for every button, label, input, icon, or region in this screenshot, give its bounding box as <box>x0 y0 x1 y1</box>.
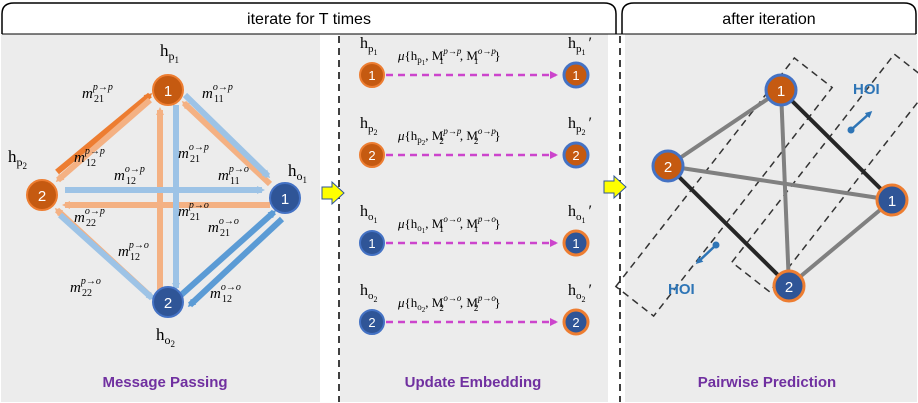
pair-node-p1: 1 <box>764 73 798 107</box>
update-h-left-3: ho1 <box>360 203 378 225</box>
update-h-right-1: hp1′ <box>568 35 592 57</box>
hoi-arrow-bottom <box>695 244 717 265</box>
update-h-left-4: ho2 <box>360 282 378 304</box>
arrow-o1-to-o2 <box>187 216 285 308</box>
message-label-m21oo: mo→o 21 <box>208 216 239 239</box>
update-formula-2: μ{hp2, Mp→p 2, Mo→p 2} <box>397 126 501 147</box>
svg-text:2: 2 <box>572 148 579 163</box>
header-right-title: after iteration <box>722 11 815 28</box>
update-embedding-rows: hp1 μ{hp1, Mp→p 1, Mo→p 1} 1 1 hp1′ hp2 μ{hp2, M… <box>359 35 592 336</box>
message-label-m22po: mp→o 22 <box>70 276 101 299</box>
link-p2-o1 <box>667 164 893 202</box>
pair-node-p2: 2 <box>651 149 685 183</box>
update-h-left-2: hp2 <box>360 115 378 137</box>
node-o1: 1 <box>269 182 301 214</box>
pair-node-o2: 2 <box>772 269 806 303</box>
caption-pairwise-prediction: Pairwise Prediction <box>698 374 836 391</box>
pairwise-graph: HOI HOI 1 2 1 2 <box>614 53 918 318</box>
message-label-m12pp: mp→p 12 <box>74 146 105 169</box>
label-h-o1: ho1 <box>288 161 307 185</box>
pair-node-o1: 1 <box>875 183 909 217</box>
header-left-title: iterate for T times <box>247 11 371 28</box>
update-h-right-2: hp2′ <box>568 115 592 137</box>
node-p1: 1 <box>152 74 184 106</box>
message-label-m11op: mo→p 11 <box>202 82 233 105</box>
update-row-4: ho2 μ{ho2, Mo→o 2, Mp→o 2} 2 2 ho2′ <box>359 282 592 336</box>
arrow-p1-to-p2 <box>55 97 152 183</box>
message-label-m22op: mo→p 22 <box>74 206 105 229</box>
panel-bg-update <box>340 34 608 402</box>
svg-text:1: 1 <box>368 236 375 251</box>
svg-text:2: 2 <box>785 279 793 296</box>
update-node-right-3 <box>562 229 590 257</box>
update-row-2: hp2 μ{hp2, Mp→p 2, Mo→p 2} 2 2 hp2′ <box>359 115 592 169</box>
update-node-left-3 <box>359 230 385 256</box>
message-label-m11po: mp→o 11 <box>218 164 249 187</box>
caption-message-passing: Message Passing <box>102 374 227 391</box>
svg-text:1: 1 <box>572 68 579 83</box>
message-label-m12op: mo→p 12 <box>114 164 145 187</box>
update-row-1: hp1 μ{hp1, Mp→p 1, Mo→p 1} 1 1 hp1′ <box>359 35 592 89</box>
svg-text:2: 2 <box>368 315 375 330</box>
transition-arrow-1 <box>321 180 345 206</box>
update-formula-3: μ{ho1, Mo→o 1, Mp→o 1} <box>397 214 501 235</box>
link-p1-o2 <box>779 89 791 287</box>
message-label-m21pp: mp→p 21 <box>82 82 113 105</box>
arrow-o2-to-o1 <box>178 209 277 299</box>
hoi-box-right <box>730 53 918 293</box>
link-o2-o1 <box>787 198 894 288</box>
update-h-left-1: hp1 <box>360 35 378 57</box>
update-node-right-2 <box>562 141 590 169</box>
update-node-left-1 <box>359 62 385 88</box>
link-p1-p2 <box>666 88 783 168</box>
message-label-m21po: mp→o 21 <box>178 200 209 223</box>
svg-text:2: 2 <box>572 315 579 330</box>
label-h-o2: ho2 <box>156 325 175 349</box>
update-node-right-4 <box>562 308 590 336</box>
svg-text:1: 1 <box>572 236 579 251</box>
arrow-p2-to-p1 <box>55 92 153 175</box>
message-passing-graph: 1 2 1 2 hp1 hp2 ho1 ho2 mp→p 21 mo→p 11 mo→p… <box>8 41 307 349</box>
svg-text:2: 2 <box>368 148 375 163</box>
update-node-left-4 <box>359 309 385 335</box>
label-h-p2: hp2 <box>8 147 27 171</box>
update-h-right-3: ho1′ <box>568 203 592 225</box>
svg-text:1: 1 <box>281 191 289 208</box>
update-row-3: ho1 μ{ho1, Mo→o 1, Mp→o 1} 1 1 ho1′ <box>359 203 592 257</box>
link-p2-o2-strong <box>666 164 791 288</box>
update-node-left-2 <box>359 142 385 168</box>
svg-text:2: 2 <box>38 188 46 205</box>
svg-text:1: 1 <box>164 83 172 100</box>
hoi-label-top: HOI <box>853 81 880 98</box>
link-p1-o1-strong <box>779 88 894 202</box>
header-bracket-left <box>1 2 617 34</box>
label-h-p1: hp1 <box>160 41 179 65</box>
arrow-p1-to-o1 <box>182 92 271 179</box>
hoi-arrow-top <box>850 110 873 131</box>
update-node-right-1 <box>562 61 590 89</box>
header-bracket-right <box>621 2 917 34</box>
node-o2: 2 <box>152 286 184 318</box>
message-label-m21op: mo→p 21 <box>178 142 209 165</box>
update-formula-1: μ{hp1, Mp→p 1, Mo→p 1} <box>397 46 501 67</box>
hoi-label-bottom: HOI <box>668 281 695 298</box>
arrow-p2-to-o2 <box>57 212 155 301</box>
svg-text:1: 1 <box>368 68 375 83</box>
message-label-m12oo: mo→o 12 <box>210 282 241 305</box>
transition-arrow-2 <box>603 174 627 200</box>
svg-text:1: 1 <box>777 83 785 100</box>
update-formula-4: μ{ho2, Mo→o 2, Mp→o 2} <box>397 293 501 314</box>
node-p2: 2 <box>26 179 58 211</box>
svg-text:2: 2 <box>664 159 672 176</box>
caption-update-embedding: Update Embedding <box>405 374 542 391</box>
svg-text:1: 1 <box>888 193 896 210</box>
message-label-m12po: mp→o 12 <box>118 240 149 263</box>
arrow-o1-to-p1 <box>181 100 273 187</box>
svg-text:2: 2 <box>164 295 172 312</box>
update-h-right-4: ho2′ <box>568 282 592 304</box>
